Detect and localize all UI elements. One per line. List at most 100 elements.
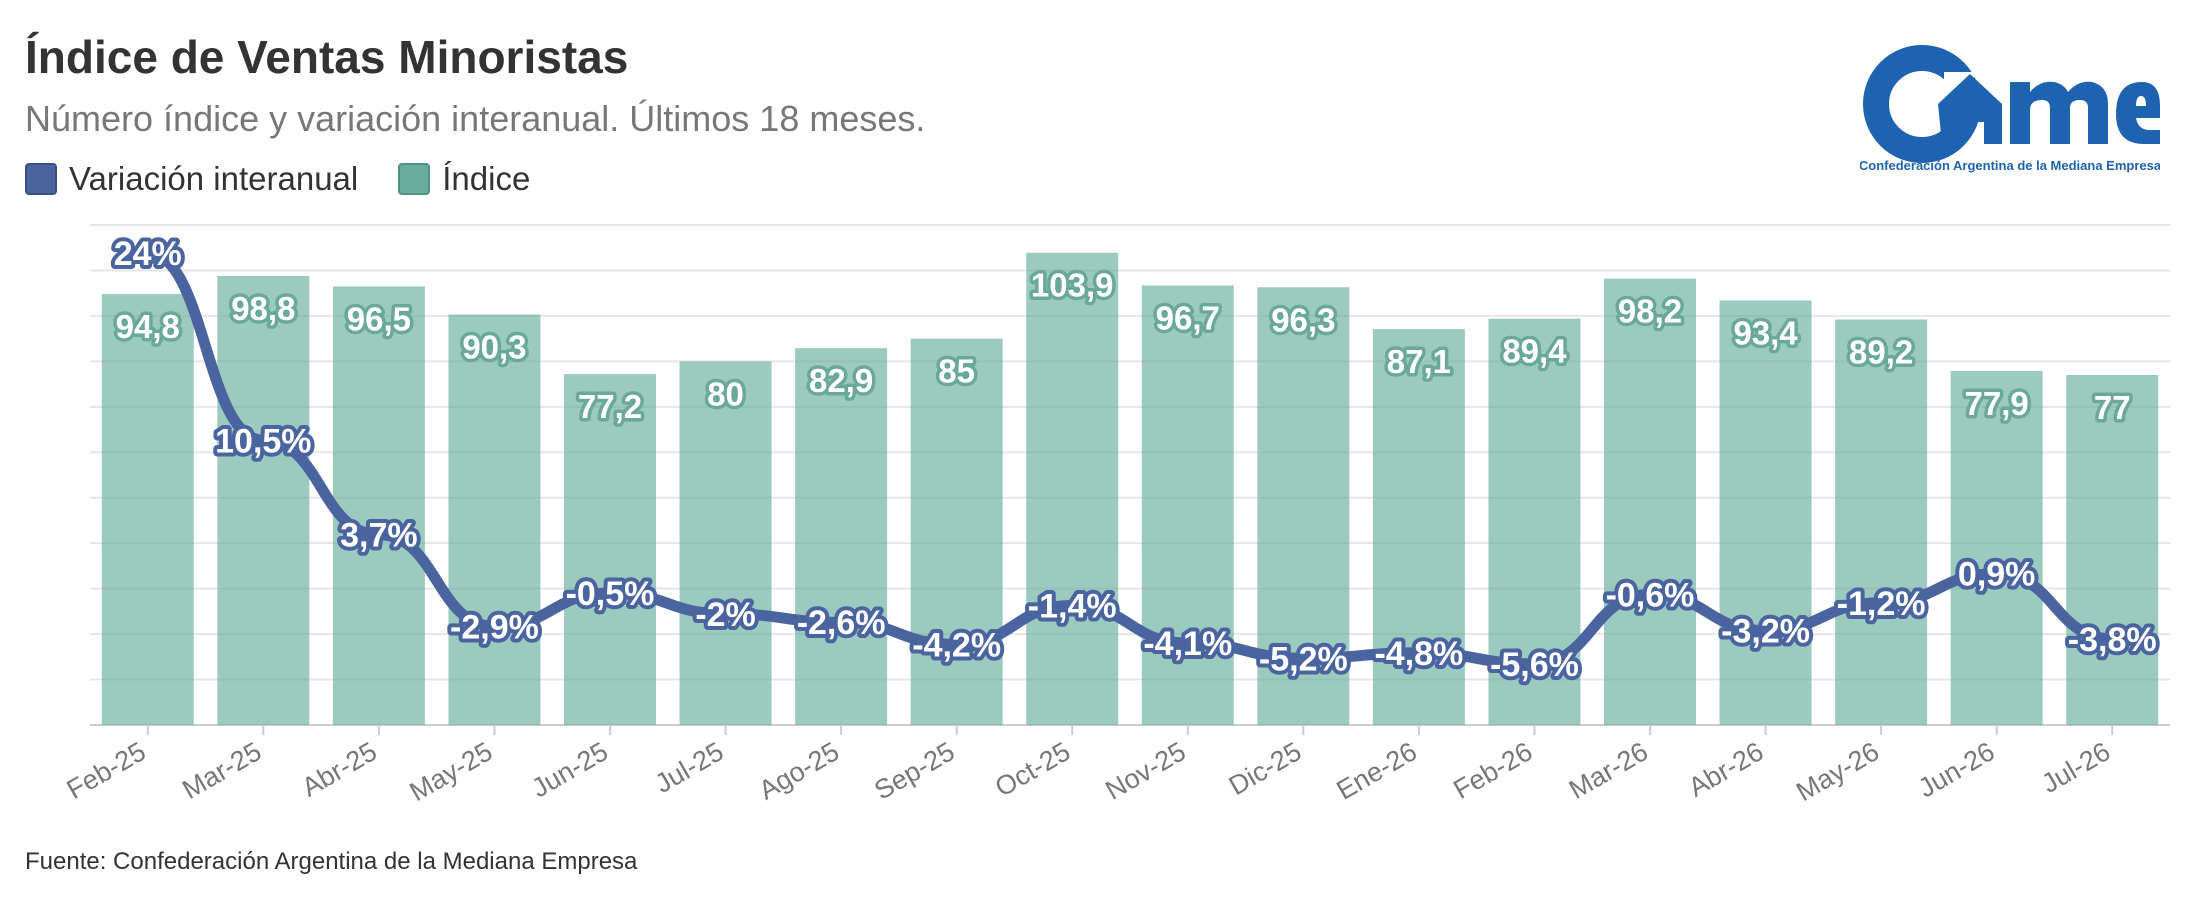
bar-labels: 94,8 98,8 96,5 90,3 77,2 80 82,9 85 103,9 96,7 96,… xyxy=(112,263,2134,429)
bar-label-May-26: 89,2 xyxy=(1849,334,1913,371)
chart-subtitle: Número índice y variación interanual. Úl… xyxy=(25,98,926,139)
line-point-Abr-25 xyxy=(372,528,385,541)
bar-Jul-25 xyxy=(679,361,772,725)
x-tick-label-Feb-26: Feb-26 xyxy=(1448,736,1537,805)
bar-label-Feb-25: 94,8 xyxy=(116,308,180,345)
bar-label-Dic-25: 96,3 xyxy=(1271,301,1335,338)
line-label-Feb-25: 24% xyxy=(114,235,182,273)
bar-label-Jul-26: 77 xyxy=(2094,389,2131,426)
x-tick-label-Mar-25: Mar-25 xyxy=(177,736,266,805)
line-label-Nov-25: -4,1% xyxy=(1143,625,1232,663)
x-tick-label-May-26: May-26 xyxy=(1791,736,1884,807)
line-label-Ago-25: -2,6% xyxy=(797,604,886,642)
line-point-Jun-26 xyxy=(1990,567,2003,580)
line-point-Feb-26 xyxy=(1528,657,1541,670)
line-label-Oct-25: -1,4% xyxy=(1028,588,1117,626)
line-point-May-25 xyxy=(488,620,501,633)
legend-item-indice: Índice xyxy=(398,160,530,198)
line-label-Jun-26: 0,9% xyxy=(1958,556,2036,594)
line-point-Jun-25 xyxy=(604,587,616,600)
came-logo-graphic: Confederación Argentina de la Mediana Em… xyxy=(1859,45,2162,173)
x-tick-label-Feb-25: Feb-25 xyxy=(62,736,151,805)
legend-label-indice: Índice xyxy=(442,160,531,197)
line-label-Abr-25: 3,7% xyxy=(340,517,418,555)
line-point-Nov-25 xyxy=(1181,637,1194,650)
line-point-May-26 xyxy=(1875,596,1888,609)
legend-label-variacion: Variación interanual xyxy=(69,160,359,197)
bar-Jul-26 xyxy=(2066,375,2159,725)
bar-label-Sep-25: 85 xyxy=(938,353,975,390)
x-tick-label-Jun-26: Jun-26 xyxy=(1913,736,2000,803)
bar-Ago-25 xyxy=(795,348,888,725)
x-axis-ticks: Feb-25 Mar-25 Abr-25 May-25 Jun-25 Jul-25 Ago-… xyxy=(62,725,2116,807)
bar-label-Jun-26: 77,9 xyxy=(1965,385,2029,422)
gridlines xyxy=(90,224,2170,726)
bar-label-Jul-25: 80 xyxy=(707,375,744,412)
bar-May-25 xyxy=(448,314,541,725)
line-label-Dic-25: -5,2% xyxy=(1259,640,1348,678)
bar-label-Feb-26: 89,4 xyxy=(1502,333,1567,370)
line-point-Sep-25 xyxy=(950,638,963,651)
line-label-Jul-26: -3,8% xyxy=(2068,621,2157,659)
line-series xyxy=(141,246,2119,670)
line-point-Jul-26 xyxy=(2106,632,2119,645)
bar-Sep-25 xyxy=(910,338,1003,725)
x-tick-label-Nov-25: Nov-25 xyxy=(1100,736,1190,806)
line-label-May-26: -1,2% xyxy=(1837,585,1926,623)
line-variacion-interanual xyxy=(142,247,2118,670)
bar-label-Abr-25: 96,5 xyxy=(347,300,411,337)
bar-Mar-26 xyxy=(1604,278,1696,725)
legend-swatch-indice xyxy=(398,163,431,195)
bar-May-26 xyxy=(1835,319,1928,725)
line-point-Oct-25 xyxy=(1066,599,1079,612)
x-tick-label-Abr-25: Abr-25 xyxy=(297,736,382,803)
x-tick-label-May-25: May-25 xyxy=(404,736,497,807)
bar-label-Oct-25: 103,9 xyxy=(1031,267,1114,304)
line-point-Mar-26 xyxy=(1644,588,1656,601)
bar-label-Jun-25: 77,2 xyxy=(578,388,642,425)
x-tick-label-Ene-26: Ene-26 xyxy=(1331,736,1421,806)
x-tick-label-Abr-26: Abr-26 xyxy=(1683,736,1768,803)
bar-Abr-26 xyxy=(1719,300,1812,725)
line-point-Dic-25 xyxy=(1297,652,1310,665)
bar-Mar-25 xyxy=(217,275,310,725)
line-point-Ago-25 xyxy=(835,616,848,629)
bar-label-Mar-26: 98,2 xyxy=(1618,293,1682,330)
bar-label-Ene-26: 87,1 xyxy=(1387,343,1451,380)
line-point-Abr-26 xyxy=(1759,624,1772,637)
logo-caption: Confederación Argentina de la Mediana Em… xyxy=(1860,158,2160,173)
line-label-Jun-25: -0,5% xyxy=(566,575,655,613)
bar-Jun-26 xyxy=(1950,370,2043,725)
line-point-Jul-25 xyxy=(719,607,732,620)
bar-Feb-25 xyxy=(101,294,194,725)
line-label-Jul-25: -2% xyxy=(695,596,755,634)
line-label-Abr-26: -3,2% xyxy=(1721,613,1810,651)
legend-item-variacion: Variación interanual xyxy=(25,160,358,198)
chart-title: Índice de Ventas Minoristas xyxy=(25,31,629,83)
legend-swatch-variacion xyxy=(25,163,57,195)
x-tick-label-Oct-25: Oct-25 xyxy=(990,736,1075,802)
line-point-Mar-25 xyxy=(257,434,270,447)
line-label-Mar-26: -0,6% xyxy=(1606,576,1695,614)
bar-Oct-25 xyxy=(1026,252,1119,725)
bar-label-Nov-25: 96,7 xyxy=(1156,299,1220,336)
bar-Abr-25 xyxy=(332,286,425,725)
came-logo: Confederación Argentina de la Mediana Em… xyxy=(1859,38,2162,178)
line-point-Ene-26 xyxy=(1412,646,1425,659)
x-tick-label-Dic-25: Dic-25 xyxy=(1224,736,1307,801)
x-tick-label-Sep-25: Sep-25 xyxy=(869,736,959,806)
x-tick-label-Mar-26: Mar-26 xyxy=(1564,736,1653,805)
line-label-Ene-26: -4,8% xyxy=(1374,635,1463,673)
line-label-May-25: -2,9% xyxy=(450,608,539,646)
bar-label-May-25: 90,3 xyxy=(462,329,526,366)
legend: Variación interanual Índice xyxy=(25,160,570,198)
line-label-Mar-25: 10,5% xyxy=(215,422,311,460)
x-tick-label-Jul-26: Jul-26 xyxy=(2037,736,2116,799)
bar-label-Abr-26: 93,4 xyxy=(1733,314,1798,351)
bar-Nov-25 xyxy=(1141,285,1234,725)
line-label-Sep-25: -4,2% xyxy=(912,626,1001,664)
x-tick-label-Jun-25: Jun-25 xyxy=(526,736,613,803)
line-point-Feb-25 xyxy=(141,246,154,259)
line-labels: 24% 10,5% 3,7% -2,9% -0,5% -2% -2,6% -4,2% -1,4%… xyxy=(110,231,2161,688)
